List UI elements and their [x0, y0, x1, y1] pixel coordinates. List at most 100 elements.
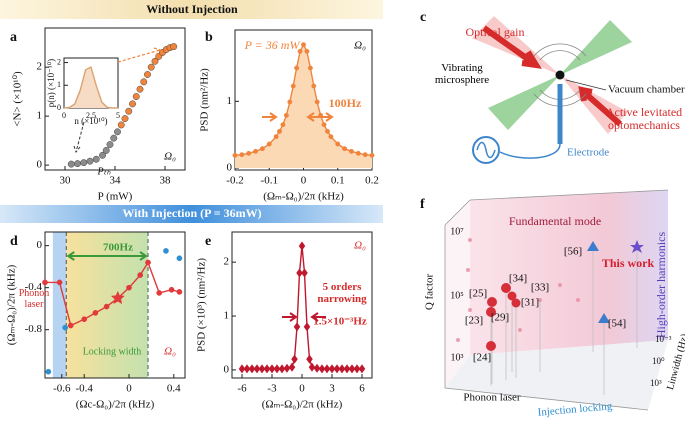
point [338, 364, 346, 374]
point [290, 83, 296, 89]
point [168, 286, 175, 293]
point [348, 364, 356, 374]
y-tick-label: 0 [227, 162, 233, 174]
point [147, 63, 155, 71]
point [176, 255, 183, 262]
ref-label: [25] [469, 288, 487, 300]
point [321, 122, 327, 128]
point [144, 71, 151, 78]
point [343, 364, 351, 374]
point [248, 364, 256, 374]
point [273, 364, 281, 374]
annotation: Ω₀ [164, 151, 176, 163]
annotation: 700Hz [103, 242, 133, 254]
point [273, 134, 279, 140]
point [291, 354, 298, 364]
arrow [262, 112, 278, 122]
annotation: Phonon laser [18, 288, 50, 310]
point [358, 364, 366, 374]
x-tick-label: 2.5 [86, 111, 96, 120]
reference-labels: [56] [34] [33] [25] [31] [29] [23] [54] … [465, 246, 626, 364]
panel-letter: f [420, 197, 425, 212]
y-tick-label: 0 [224, 363, 230, 375]
y-tick-label: 2 [224, 256, 230, 268]
point [280, 122, 286, 128]
point [355, 150, 361, 156]
tick-label: 10⁻³ [655, 334, 672, 344]
point [263, 364, 271, 374]
x-axis-label: n (×10¹⁰) [74, 116, 107, 126]
point [129, 100, 136, 108]
x-tick-label: 38 [160, 174, 172, 186]
x-tick-label: -0.2 [226, 174, 243, 186]
banner [0, 0, 383, 19]
y-tick-label: 1 [224, 310, 230, 322]
annotation: 100Hz [329, 96, 362, 110]
point [92, 155, 100, 163]
category-label: Injection locking [537, 400, 613, 419]
label: Vibrating microsphere [434, 62, 490, 86]
y-axis-label: p(n) (×10⁻¹⁰) [46, 59, 56, 107]
y-tick-label: -0.4 [25, 281, 43, 293]
point [328, 134, 334, 140]
label: Optical gain [466, 25, 525, 39]
point [176, 289, 183, 295]
panel-letter: d [10, 234, 18, 249]
ref-label: [31] [521, 297, 539, 309]
label: This work [602, 256, 655, 270]
wire [499, 143, 561, 159]
x-tick-label: 0 [301, 174, 307, 186]
x-tick-label: 30 [60, 174, 72, 186]
point [56, 279, 63, 286]
ref-label: [23] [465, 315, 483, 327]
point [246, 150, 252, 156]
point [278, 364, 286, 374]
x-tick-label: 34 [110, 174, 122, 186]
point [156, 290, 163, 296]
label: Electrode [567, 147, 609, 159]
plot-frame [231, 231, 373, 379]
x-tick-label: 0.1 [331, 174, 345, 186]
y-axis-label: <N> (×10¹⁰) [12, 71, 24, 127]
axis-label: Q factor [424, 273, 436, 310]
point [325, 128, 330, 134]
point [342, 146, 348, 152]
point [145, 259, 151, 266]
point [328, 364, 336, 374]
label: High-order harmonics [654, 232, 668, 339]
beam [472, 16, 560, 75]
beam [488, 75, 560, 130]
arrow [282, 312, 298, 322]
point [86, 157, 94, 165]
tick-label: 10³ [451, 352, 464, 363]
point [369, 152, 375, 158]
point [67, 322, 74, 329]
tick-label: 10³ [650, 378, 662, 388]
x-tick-label: 0 [62, 111, 66, 120]
point [298, 241, 306, 251]
point [238, 364, 246, 374]
y-tick-label: 2 [37, 61, 43, 73]
width-arrow [66, 251, 148, 261]
star-point [110, 290, 125, 305]
line [242, 245, 362, 370]
x-axis-label: P (mW) [98, 191, 133, 203]
y-tick-label: 1 [57, 80, 61, 89]
x-tick-label: 6 [359, 382, 365, 394]
point [106, 141, 114, 148]
vibration-ripple [533, 43, 587, 107]
box-edge [444, 189, 669, 411]
point [110, 134, 118, 142]
annotation: Ω₀ [164, 346, 176, 358]
point [74, 160, 81, 168]
label: Fundamental mode [509, 214, 601, 228]
back-wall [470, 190, 668, 355]
x-axis-label: (Ωₘ-Ω₀)/2π (kHz) [262, 399, 343, 411]
annotation: Locking width [83, 346, 142, 357]
point [239, 152, 245, 158]
point [99, 151, 106, 159]
x-tick-label: 0 [126, 382, 132, 394]
tick-label: 10⁰ [652, 356, 665, 366]
point [333, 364, 341, 374]
